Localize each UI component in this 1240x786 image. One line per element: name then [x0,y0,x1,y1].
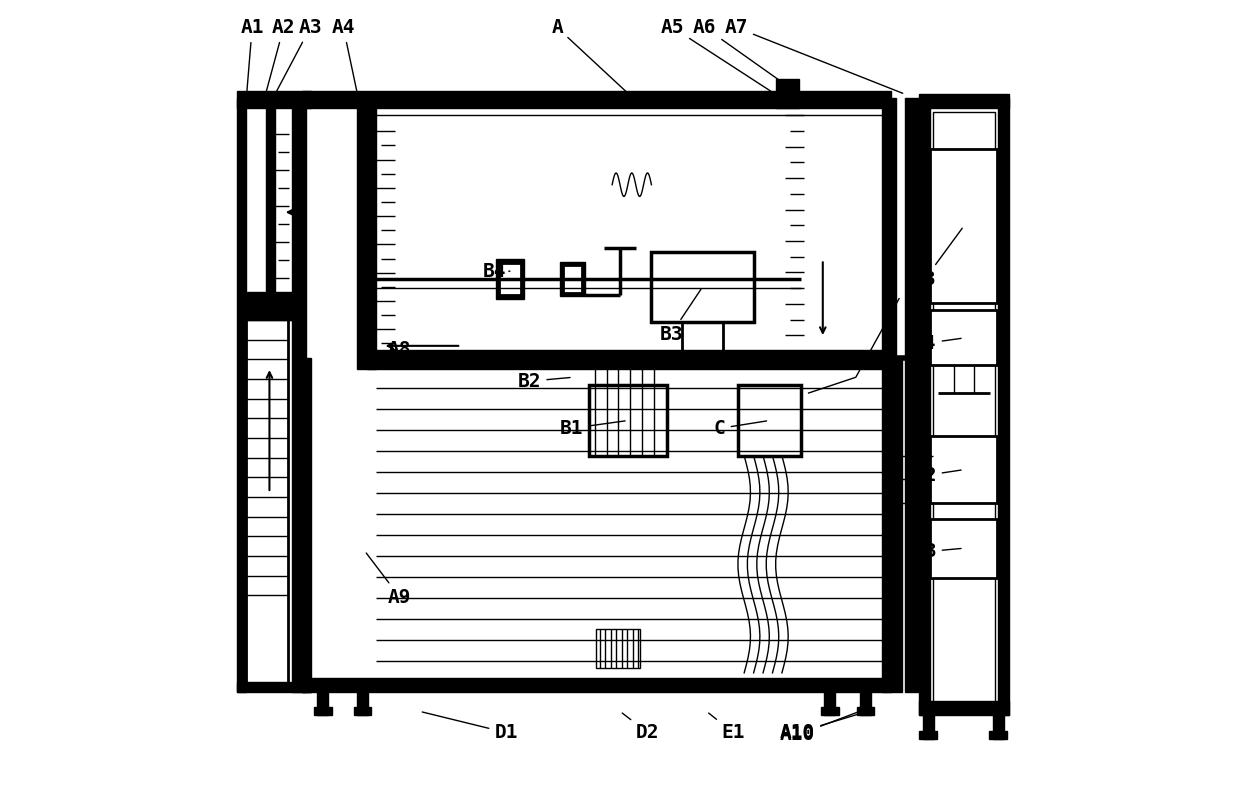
Bar [998,98,1009,715]
Text: A5: A5 [661,18,774,93]
Text: A: A [552,18,627,93]
Text: D2: D2 [622,713,660,742]
Bar [857,707,874,715]
Text: D4: D4 [913,334,961,353]
Text: B3: B3 [660,289,701,343]
Bar [930,149,997,303]
Bar [247,292,301,320]
Bar [314,707,331,715]
Bar [930,310,997,365]
Bar [265,98,275,314]
Bar [825,692,836,715]
Bar [919,701,1009,715]
Bar [651,252,754,322]
Bar [357,692,368,715]
Text: A4: A4 [331,18,357,92]
Text: D3: D3 [913,228,962,288]
Bar [317,692,329,715]
Bar [892,358,903,692]
Text: C: C [714,419,766,438]
Bar [301,678,892,692]
Text: B2: B2 [518,372,570,391]
Bar [821,707,838,715]
Text: A10: A10 [780,712,857,744]
Bar [589,385,667,456]
Text: A8: A8 [388,340,412,359]
Bar [367,350,892,369]
Bar [882,98,895,358]
Bar [563,265,583,293]
Bar [905,98,920,692]
Bar [919,98,930,715]
Bar [990,731,1007,739]
Bar [560,262,585,296]
Bar [237,98,246,692]
Text: E1: E1 [708,713,745,742]
Bar [920,731,936,739]
Text: E3: E3 [913,542,961,561]
Bar [496,259,525,299]
Bar [923,715,934,739]
Text: A7: A7 [724,18,903,94]
Text: A6: A6 [693,18,797,93]
Text: A9: A9 [366,553,412,607]
Text: D1: D1 [423,712,518,742]
Bar [882,358,892,692]
Bar [596,629,640,668]
Text: B1: B1 [559,419,625,438]
Bar [357,98,377,369]
Bar [930,436,997,503]
Bar [992,715,1003,739]
Bar [293,98,306,692]
Bar [237,90,311,108]
Bar [919,94,1009,108]
Bar [776,79,800,108]
Bar [930,519,997,578]
Text: A3: A3 [277,18,322,92]
Bar [301,90,892,108]
Bar [498,263,521,295]
Bar [932,112,994,701]
Text: A1: A1 [241,18,264,91]
Text: A2: A2 [267,18,295,92]
Bar [859,692,870,715]
Text: E2: E2 [913,466,961,485]
Bar [301,358,311,692]
Text: B4: B4 [482,262,510,281]
Bar [237,682,311,692]
Bar [738,385,801,456]
Text: A10: A10 [780,712,866,742]
Bar [353,707,371,715]
